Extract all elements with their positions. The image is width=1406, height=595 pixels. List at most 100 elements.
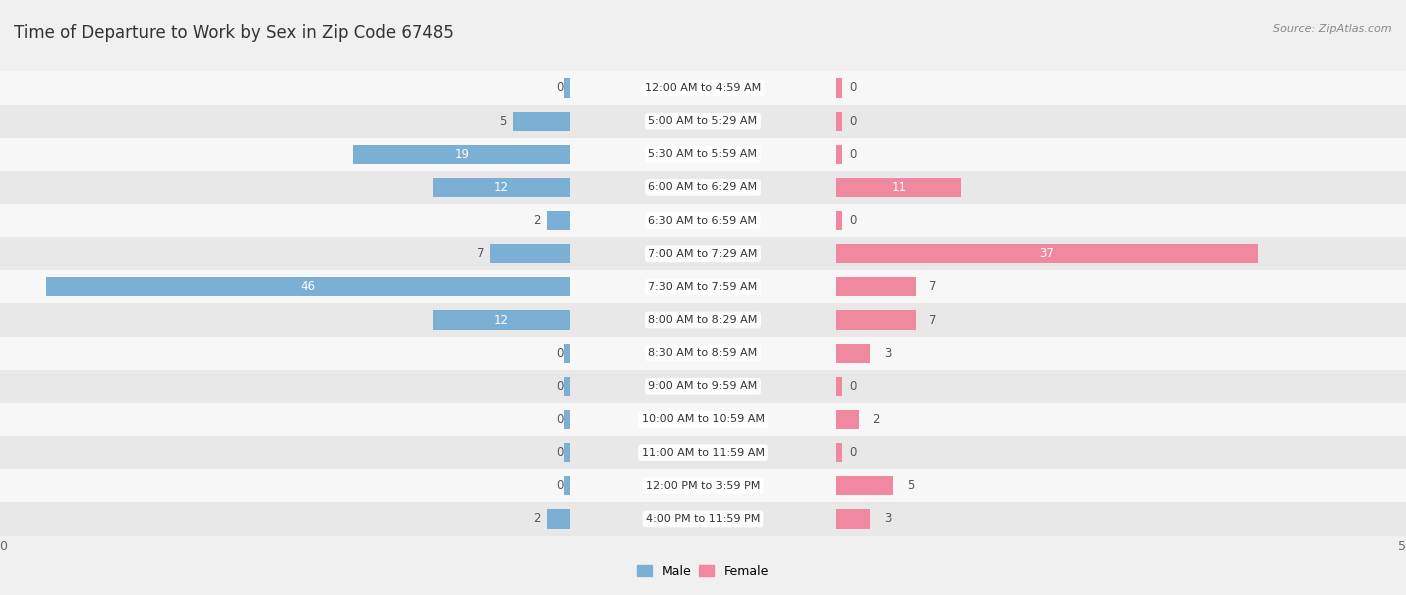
Text: 5: 5 [907,480,914,492]
Text: 0: 0 [849,82,858,95]
Bar [837,244,1258,264]
Bar [569,337,837,369]
Text: 0: 0 [557,446,564,459]
Bar [547,211,569,230]
Text: 2: 2 [873,413,880,426]
Bar [547,509,569,528]
Text: 7: 7 [929,314,936,327]
Bar [837,311,915,330]
Text: 7:00 AM to 7:29 AM: 7:00 AM to 7:29 AM [648,249,758,259]
Bar [837,403,1406,436]
Bar [0,369,569,403]
Bar [569,204,837,237]
Bar [837,337,1406,369]
Bar [837,105,1406,137]
Text: 5: 5 [499,115,506,127]
Text: 0: 0 [557,347,564,359]
Bar [837,303,1406,337]
Bar [491,244,569,264]
Bar [569,171,837,204]
Bar [569,502,837,536]
Text: 2: 2 [533,214,541,227]
Text: 8:00 AM to 8:29 AM: 8:00 AM to 8:29 AM [648,315,758,325]
Bar [564,443,569,462]
Text: 5:00 AM to 5:29 AM: 5:00 AM to 5:29 AM [648,116,758,126]
Bar [0,71,569,105]
Text: 12:00 AM to 4:59 AM: 12:00 AM to 4:59 AM [645,83,761,93]
Text: 9:00 AM to 9:59 AM: 9:00 AM to 9:59 AM [648,381,758,392]
Bar [837,204,1406,237]
Bar [0,171,569,204]
Text: 7:30 AM to 7:59 AM: 7:30 AM to 7:59 AM [648,282,758,292]
Bar [433,178,569,197]
Bar [569,237,837,270]
Text: 0: 0 [849,446,858,459]
Text: 2: 2 [533,512,541,525]
Text: Time of Departure to Work by Sex in Zip Code 67485: Time of Departure to Work by Sex in Zip … [14,24,454,42]
Bar [569,436,837,469]
Text: 46: 46 [301,280,315,293]
Bar [569,403,837,436]
Bar [837,343,870,363]
Bar [569,303,837,337]
Text: 11:00 AM to 11:59 AM: 11:00 AM to 11:59 AM [641,447,765,458]
Bar [569,369,837,403]
Bar [569,469,837,502]
Text: 4:00 PM to 11:59 PM: 4:00 PM to 11:59 PM [645,514,761,524]
Bar [433,311,569,330]
Bar [837,237,1406,270]
Bar [837,443,842,462]
Bar [564,377,569,396]
Text: 19: 19 [454,148,470,161]
Text: 0: 0 [557,480,564,492]
Bar [837,410,859,429]
Bar [564,343,569,363]
Text: 0: 0 [557,82,564,95]
Text: 12: 12 [494,181,509,194]
Text: 10:00 AM to 10:59 AM: 10:00 AM to 10:59 AM [641,415,765,424]
Text: 37: 37 [1039,248,1054,260]
Bar [837,509,870,528]
Text: 0: 0 [849,115,858,127]
Text: 11: 11 [891,181,907,194]
Bar [837,277,915,296]
Bar [0,502,569,536]
Bar [0,403,569,436]
Bar [837,145,842,164]
Bar [0,270,569,303]
Bar [569,137,837,171]
Text: 6:30 AM to 6:59 AM: 6:30 AM to 6:59 AM [648,215,758,226]
Bar [0,137,569,171]
Text: 12:00 PM to 3:59 PM: 12:00 PM to 3:59 PM [645,481,761,491]
Bar [837,369,1406,403]
Bar [837,476,893,496]
Bar [837,171,1406,204]
Bar [564,79,569,98]
Bar [564,476,569,496]
Text: 6:00 AM to 6:29 AM: 6:00 AM to 6:29 AM [648,183,758,192]
Text: 5:30 AM to 5:59 AM: 5:30 AM to 5:59 AM [648,149,758,159]
Text: 12: 12 [494,314,509,327]
Bar [564,410,569,429]
Text: 0: 0 [849,214,858,227]
Bar [837,377,842,396]
Bar [0,204,569,237]
Bar [513,111,569,131]
Bar [569,71,837,105]
Bar [837,211,842,230]
Text: 3: 3 [884,347,891,359]
Text: Source: ZipAtlas.com: Source: ZipAtlas.com [1274,24,1392,34]
Legend: Male, Female: Male, Female [631,560,775,583]
Bar [45,277,569,296]
Bar [837,502,1406,536]
Bar [837,270,1406,303]
Bar [0,105,569,137]
Bar [0,436,569,469]
Bar [569,105,837,137]
Text: 0: 0 [849,380,858,393]
Bar [0,303,569,337]
Text: 3: 3 [884,512,891,525]
Bar [837,111,842,131]
Bar [0,337,569,369]
Text: 7: 7 [477,248,484,260]
